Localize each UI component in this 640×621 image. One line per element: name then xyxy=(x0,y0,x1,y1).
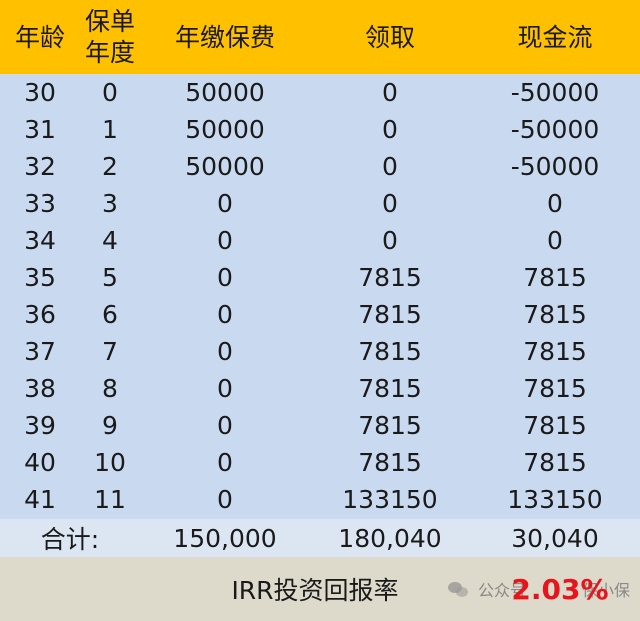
cell-cash-flow: -50000 xyxy=(510,78,600,107)
cell-annual-premium: 50000 xyxy=(185,152,265,181)
cell-age: 31 xyxy=(24,115,56,144)
cell-cash-flow: 133150 xyxy=(507,485,603,514)
cell-policy-year: 4 xyxy=(102,226,118,255)
cell-payout: 0 xyxy=(382,226,398,255)
header-policy-year: 保单 年度 xyxy=(80,0,140,74)
table-row: 36 6 0 7815 7815 xyxy=(0,296,640,333)
cell-policy-year: 2 xyxy=(102,152,118,181)
cell-age: 35 xyxy=(24,263,56,292)
cell-policy-year: 5 xyxy=(102,263,118,292)
cell-annual-premium: 0 xyxy=(217,263,233,292)
table-body: 30 0 50000 0 -50000 31 1 50000 0 -50000 32 2 50000 0-… xyxy=(0,74,640,519)
cell-cash-flow: 0 xyxy=(547,226,563,255)
header-policy-year-line2: 年度 xyxy=(84,38,135,67)
cell-annual-premium: 50000 xyxy=(185,115,265,144)
irr-row: IRR投资回报率 公众号 保小保 2.03% xyxy=(0,557,640,621)
cell-cash-flow: 7815 xyxy=(523,263,587,292)
cell-payout: 0 xyxy=(382,115,398,144)
cell-policy-year: 9 xyxy=(102,411,118,440)
cell-payout: 7815 xyxy=(358,374,422,403)
cell-cash-flow: 7815 xyxy=(523,300,587,329)
table-row: 37 7 0 7815 7815 xyxy=(0,333,640,370)
cell-policy-year: 7 xyxy=(102,337,118,366)
header-payout: 领取 xyxy=(364,22,415,52)
cell-cash-flow: 0 xyxy=(547,189,563,218)
cell-annual-premium: 50000 xyxy=(185,78,265,107)
irr-value: 2.03% xyxy=(511,572,609,606)
cell-cash-flow: 7815 xyxy=(523,337,587,366)
cell-policy-year: 6 xyxy=(102,300,118,329)
total-row: 合计: 150,000 180,040 30,040 xyxy=(0,519,640,557)
cell-cash-flow: -50000 xyxy=(510,115,600,144)
cell-age: 34 xyxy=(24,226,56,255)
cell-policy-year: 10 xyxy=(94,448,126,477)
watermark-text-left: 公众号 xyxy=(478,581,527,600)
table-row: 32 2 50000 0 -50000 xyxy=(0,148,640,185)
cell-annual-premium: 0 xyxy=(217,411,233,440)
cell-annual-premium: 0 xyxy=(217,337,233,366)
cell-age: 41 xyxy=(24,485,56,514)
cell-age: 33 xyxy=(24,189,56,218)
header-cash-flow: 现金流 xyxy=(517,22,593,52)
cell-age: 36 xyxy=(24,300,56,329)
cell-payout: 0 xyxy=(382,152,398,181)
cell-age: 30 xyxy=(24,78,56,107)
table-header: 年龄 保单 年度 年缴保费 领取 现金流 xyxy=(0,0,640,74)
watermark: 公众号 保小保 xyxy=(448,557,638,621)
table-row: 41 11 0 133150 133150 xyxy=(0,481,640,518)
cell-cash-flow: 7815 xyxy=(523,448,587,477)
cell-policy-year: 3 xyxy=(102,189,118,218)
cell-cash-flow: 7815 xyxy=(523,374,587,403)
total-cash-flow: 30,040 xyxy=(511,523,599,553)
cell-payout: 7815 xyxy=(358,337,422,366)
irr-label: IRR投资回报率 xyxy=(231,576,399,605)
table-row: 34 4 0 0 0 xyxy=(0,222,640,259)
wechat-icon xyxy=(448,580,470,598)
table-row: 35 5 0 7815 7815 xyxy=(0,259,640,296)
total-premium: 150,000 xyxy=(173,523,277,553)
cell-age: 32 xyxy=(24,152,56,181)
table-row: 39 9 0 7815 7815 xyxy=(0,407,640,444)
table-row: 30 0 50000 0 -50000 xyxy=(0,74,640,111)
cell-annual-premium: 0 xyxy=(217,226,233,255)
cell-policy-year: 11 xyxy=(94,485,126,514)
cell-payout: 7815 xyxy=(358,411,422,440)
cell-payout: 7815 xyxy=(358,263,422,292)
cell-annual-premium: 0 xyxy=(217,189,233,218)
header-policy-year-line1: 保单 xyxy=(84,7,135,36)
total-label: 合计: xyxy=(40,525,100,554)
cell-policy-year: 0 xyxy=(102,78,118,107)
table-row: 33 3 0 0 0 xyxy=(0,185,640,222)
cell-annual-premium: 0 xyxy=(217,448,233,477)
cell-annual-premium: 0 xyxy=(217,374,233,403)
cell-cash-flow: -50000 xyxy=(510,152,600,181)
total-payout: 180,040 xyxy=(338,523,442,553)
cell-annual-premium: 0 xyxy=(217,300,233,329)
cell-payout: 7815 xyxy=(358,448,422,477)
cell-payout: 0 xyxy=(382,78,398,107)
cell-payout: 0 xyxy=(382,189,398,218)
header-age: 年龄 xyxy=(14,22,65,52)
cell-cash-flow: 7815 xyxy=(523,411,587,440)
cell-age: 38 xyxy=(24,374,56,403)
cell-age: 40 xyxy=(24,448,56,477)
cell-payout: 133150 xyxy=(342,485,438,514)
cell-age: 39 xyxy=(24,411,56,440)
cell-annual-premium: 0 xyxy=(217,485,233,514)
cell-policy-year: 8 xyxy=(102,374,118,403)
cell-payout: 7815 xyxy=(358,300,422,329)
cell-policy-year: 1 xyxy=(102,115,118,144)
header-annual-premium: 年缴保费 xyxy=(174,22,275,52)
table-row: 38 8 0 7815 7815 xyxy=(0,370,640,407)
watermark-text-right: 保小保 xyxy=(582,581,631,600)
table-row: 31 1 50000 0 -50000 xyxy=(0,111,640,148)
cell-age: 37 xyxy=(24,337,56,366)
table-row: 40 10 0 7815 7815 xyxy=(0,444,640,481)
